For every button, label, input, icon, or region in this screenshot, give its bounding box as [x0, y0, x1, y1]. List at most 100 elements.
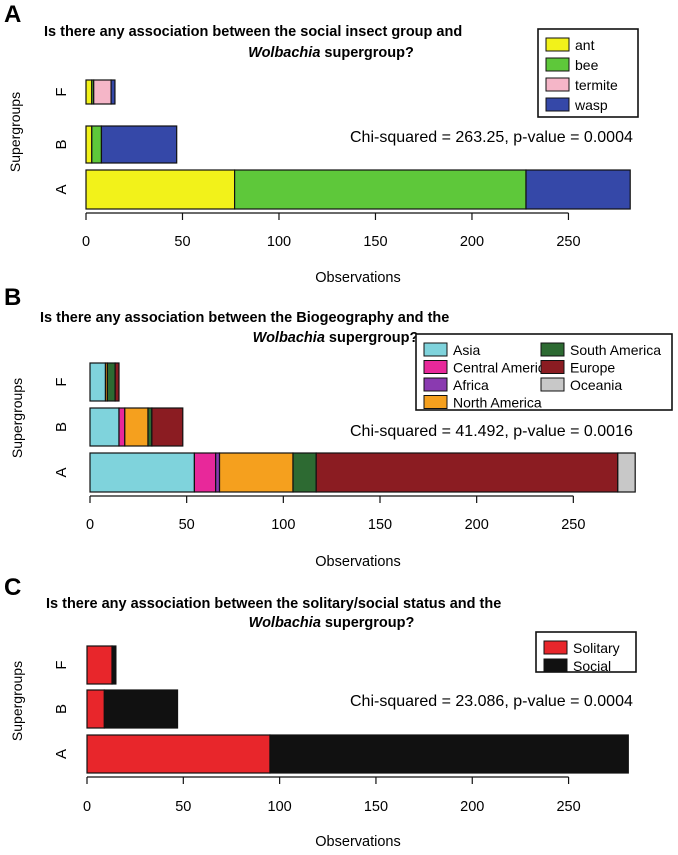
- y-tick-label-b: B: [53, 139, 70, 149]
- y-tick-label-b: B: [53, 422, 70, 432]
- bar-segment-ant-b: [85, 125, 93, 164]
- legend-swatch-asia: [423, 342, 448, 357]
- legend-label-central-america: Central America: [453, 360, 553, 376]
- legend-swatch-oceania: [540, 377, 565, 392]
- legend-swatch-ant: [545, 37, 570, 52]
- chart-title-line2: Wolbachia supergroup?: [249, 615, 415, 631]
- bar-segment-wasp-b: [100, 125, 178, 164]
- title-suffix: supergroup?: [320, 45, 414, 61]
- bar-segment-solitary-b: [86, 689, 105, 729]
- x-tick-label-200: 200: [460, 234, 484, 250]
- legend-label-social: Social: [573, 658, 611, 674]
- x-tick-label-250: 250: [561, 517, 585, 533]
- x-axis-label: Observations: [315, 554, 400, 570]
- x-tick-label-150: 150: [363, 234, 387, 250]
- panel-letter: C: [4, 574, 21, 601]
- legend-label-wasp: wasp: [574, 97, 608, 113]
- bar-segment-ant-f: [85, 79, 93, 105]
- chart-panel-b: B Is there any association between the Bi…: [4, 284, 673, 570]
- bar-segment-central-america-a: [193, 452, 217, 493]
- legend-swatch-central-america: [423, 360, 448, 374]
- y-tick-label-a: A: [53, 467, 70, 477]
- bar-segment-asia-b: [89, 407, 120, 447]
- legend-swatch-south-america: [540, 342, 565, 357]
- chart-title-line1: Is there any association between the Bio…: [40, 310, 449, 326]
- bar-segment-social-b: [103, 689, 179, 729]
- y-axis-label: Supergroups: [9, 661, 25, 741]
- bar-segment-social-f: [111, 645, 117, 685]
- x-tick-label-0: 0: [82, 234, 90, 250]
- bar-segment-asia-a: [89, 452, 196, 493]
- legend-label-africa: Africa: [453, 377, 489, 393]
- legend-swatch-africa: [423, 377, 448, 392]
- y-tick-label-f: F: [53, 87, 70, 96]
- y-tick-label-f: F: [53, 660, 70, 669]
- x-tick-label-250: 250: [556, 234, 580, 250]
- bar-segment-europe-f: [114, 362, 120, 402]
- panel-letter: B: [4, 284, 21, 311]
- title-italic-term: Wolbachia: [248, 45, 320, 61]
- y-tick-label-a: A: [53, 749, 70, 759]
- legend-swatch-north-america: [423, 395, 448, 409]
- legend-label-termite: termite: [575, 77, 618, 93]
- x-tick-label-0: 0: [86, 517, 94, 533]
- bar-segment-oceania-a: [617, 452, 636, 493]
- bar-segment-ant-a: [85, 169, 236, 210]
- y-tick-label-b: B: [53, 704, 70, 714]
- legend-label-bee: bee: [575, 57, 599, 73]
- bar-segment-social-a: [269, 734, 629, 774]
- bar-segment-north-america-a: [218, 452, 294, 493]
- x-tick-label-250: 250: [556, 799, 580, 815]
- x-tick-label-50: 50: [174, 234, 190, 250]
- legend-swatch-bee: [545, 57, 570, 72]
- chart-title-line2: Wolbachia supergroup?: [253, 330, 419, 346]
- title-italic-term: Wolbachia: [253, 330, 325, 346]
- x-tick-label-100: 100: [267, 234, 291, 250]
- legend-label-north-america: North America: [453, 395, 542, 411]
- y-tick-label-a: A: [53, 184, 70, 194]
- bar-segment-solitary-f: [86, 645, 113, 685]
- legend-label-solitary: Solitary: [573, 640, 620, 656]
- legend-swatch-europe: [540, 360, 565, 374]
- title-italic-term: Wolbachia: [249, 615, 321, 631]
- bar-segment-solitary-a: [86, 734, 271, 774]
- legend-label-asia: Asia: [453, 342, 480, 358]
- bar-segment-south-america-a: [292, 452, 317, 493]
- legend-swatch-termite: [545, 77, 570, 92]
- legend-swatch-wasp: [545, 97, 570, 112]
- y-axis-label: Supergroups: [9, 378, 25, 458]
- bar-segment-termite-f: [93, 79, 112, 105]
- chart-panel-a: A Is there any association between the so…: [4, 1, 639, 286]
- x-tick-label-100: 100: [268, 799, 292, 815]
- x-tick-label-100: 100: [271, 517, 295, 533]
- x-axis-label: Observations: [315, 834, 400, 850]
- legend-label-ant: ant: [575, 37, 595, 53]
- bar-segment-asia-f: [89, 362, 107, 402]
- x-axis-label: Observations: [315, 270, 400, 286]
- bar-segment-wasp-a: [525, 169, 631, 210]
- legend-swatch-social: [543, 658, 568, 673]
- x-tick-label-0: 0: [83, 799, 91, 815]
- bar-segment-europe-a: [315, 452, 619, 493]
- title-suffix: supergroup?: [321, 615, 415, 631]
- x-tick-label-200: 200: [460, 799, 484, 815]
- chart-panel-c: C Is there any association between the so…: [4, 574, 637, 850]
- chi-squared-annotation: Chi-squared = 41.492, p-value = 0.0016: [350, 423, 633, 440]
- legend-label-oceania: Oceania: [570, 377, 622, 393]
- chart-title-line2: Wolbachia supergroup?: [248, 45, 414, 61]
- bar-segment-north-america-b: [124, 407, 149, 447]
- legend-label-south-america: South America: [570, 342, 661, 358]
- panel-letter: A: [4, 1, 21, 28]
- y-tick-label-f: F: [53, 377, 70, 386]
- chart-title-line1: Is there any association between the sol…: [46, 596, 501, 612]
- x-tick-label-50: 50: [179, 517, 195, 533]
- bar-segment-bee-a: [233, 169, 527, 210]
- x-tick-label-50: 50: [175, 799, 191, 815]
- chi-squared-annotation: Chi-squared = 23.086, p-value = 0.0004: [350, 693, 633, 710]
- y-axis-label: Supergroups: [7, 92, 23, 172]
- bar-segment-south-america-f: [106, 362, 116, 402]
- legend-swatch-solitary: [543, 640, 568, 655]
- bar-segment-bee-b: [91, 125, 103, 164]
- title-suffix: supergroup?: [325, 330, 419, 346]
